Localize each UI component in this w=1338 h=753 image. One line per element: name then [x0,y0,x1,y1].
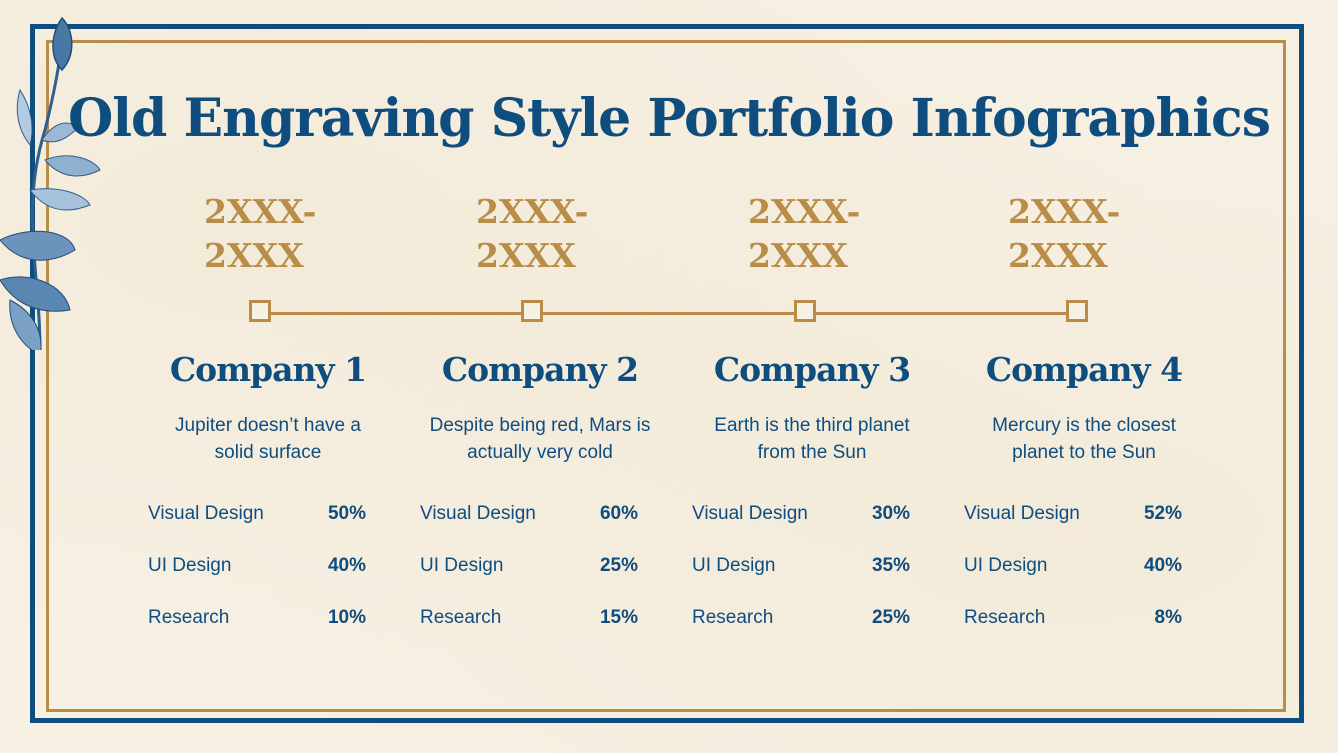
company-description: Despite being red, Mars is actually very … [429,415,651,463]
stat-row: UI Design 40% [964,555,1182,576]
years-end: 2XXX [476,236,576,275]
company-name: Company 1 [169,350,367,389]
company-description: Jupiter doesn’t have a solid surface [175,415,361,463]
timeline-node-1 [249,300,271,322]
stat-row: Research 8% [964,607,1182,628]
timeline-node-4 [1066,300,1088,322]
timeline-node-3 [794,300,816,322]
years-range: 2XXX- 2XXX [476,190,588,278]
years-range: 2XXX- 2XXX [204,190,316,278]
years-range: 2XXX- 2XXX [748,190,860,278]
timeline-line [260,312,1076,315]
stat-row: Research 15% [420,607,638,628]
company-name: Company 2 [441,350,639,389]
timeline-node-2 [521,300,543,322]
botanical-engraving-icon [0,16,101,350]
years-start: 2XXX- [1008,192,1121,231]
stat-row: UI Design 35% [692,555,910,576]
stat-row: Visual Design 30% [692,503,910,524]
company-description: Earth is the third planet from the Sun [714,415,910,463]
stat-row: Research 25% [692,607,910,628]
company-description: Mercury is the closest planet to the Sun [992,415,1176,463]
stat-row: Visual Design 52% [964,503,1182,524]
years-end: 2XXX [748,236,848,275]
years-start: 2XXX- [204,192,317,231]
stat-row: UI Design 25% [420,555,638,576]
years-range: 2XXX- 2XXX [1008,190,1120,278]
stat-row: Visual Design 50% [148,503,366,524]
inner-frame [46,40,1286,712]
stat-row: UI Design 40% [148,555,366,576]
stat-row: Research 10% [148,607,366,628]
years-end: 2XXX [1008,236,1108,275]
company-name: Company 3 [713,350,911,389]
years-start: 2XXX- [476,192,589,231]
years-end: 2XXX [204,236,304,275]
stat-row: Visual Design 60% [420,503,638,524]
outer-frame [30,24,1304,723]
page-title: Old Engraving Style Portfolio Infographi… [67,88,1271,149]
years-start: 2XXX- [748,192,861,231]
company-name: Company 4 [985,350,1183,389]
